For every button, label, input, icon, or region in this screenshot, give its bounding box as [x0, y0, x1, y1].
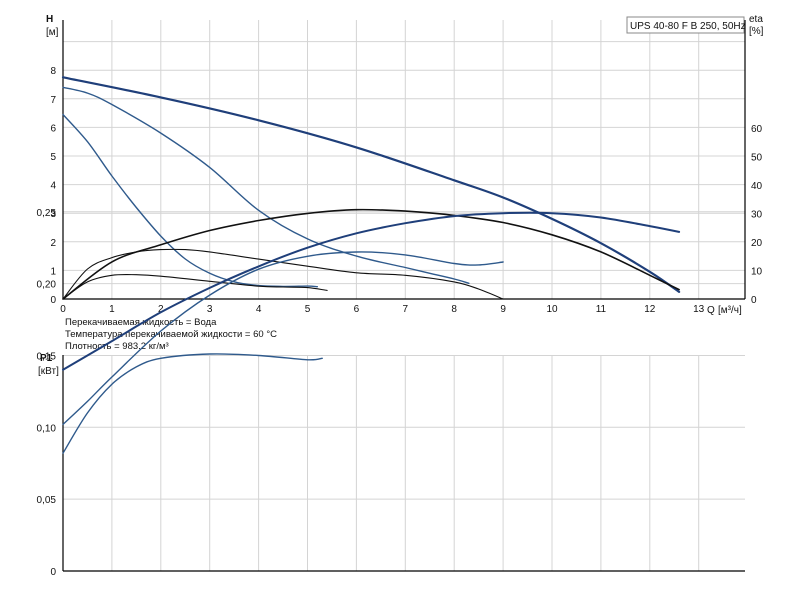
efficiency-curve-4 — [62, 248, 504, 300]
q-axis-unit: [м³/ч] — [718, 305, 742, 316]
x-tick-label: 4 — [256, 304, 262, 315]
x-tick-label: 8 — [451, 304, 457, 315]
x-tick-label: 9 — [500, 304, 506, 315]
p1-axis-label: P1 — [40, 353, 53, 364]
p1-tick-label: 0 — [50, 567, 56, 578]
x-tick-label: 0 — [60, 304, 66, 315]
eta-axis-label: eta — [749, 14, 763, 25]
eta-tick-label: 20 — [751, 238, 763, 249]
p1-tick-label: 0,25 — [37, 208, 57, 219]
bottom-chart-ticks: 0 0,05 0,10 0,15 0,20 0,25 — [37, 208, 57, 578]
chart-title-box — [626, 16, 745, 34]
note-liquid: Перекачиваемая жидкость = Вода — [65, 317, 217, 328]
h-tick-label: 2 — [50, 238, 56, 249]
top-chart-grid — [63, 20, 745, 299]
head-curve-1 — [62, 86, 470, 284]
x-tick-label: 5 — [305, 304, 311, 315]
p1-axis-unit: [кВт] — [38, 366, 59, 377]
x-tick-label: 12 — [644, 304, 656, 315]
x-tick-label: 13 — [693, 304, 705, 315]
eta-tick-label: 60 — [751, 124, 763, 135]
x-tick-label: 2 — [158, 304, 164, 315]
h-tick-label: 8 — [50, 66, 56, 77]
h-tick-label: 4 — [50, 181, 56, 192]
x-tick-label: 10 — [546, 304, 558, 315]
h-tick-label: 1 — [50, 266, 56, 277]
h-tick-label: 0 — [50, 295, 56, 306]
head-curve-0 — [61, 76, 681, 293]
note-temperature: Температура перекачиваемой жидкости = 60… — [65, 329, 277, 340]
power-curve-1 — [62, 251, 504, 426]
bottom-chart-grid — [63, 211, 745, 571]
eta-axis-unit: [%] — [749, 26, 764, 37]
x-tick-label: 11 — [596, 304, 607, 315]
eta-tick-label: 40 — [751, 181, 763, 192]
bottom-chart-curves — [62, 211, 681, 454]
h-tick-label: 3 — [50, 209, 56, 220]
h-axis-label: H — [46, 14, 53, 25]
eta-tick-label: 50 — [751, 152, 763, 163]
x-tick-label: 7 — [403, 304, 409, 315]
eta-tick-label: 30 — [751, 209, 763, 220]
p1-tick-label: 0,10 — [37, 423, 57, 434]
note-density: Плотность = 983.2 кг/м³ — [65, 341, 169, 352]
head-curve-2 — [62, 113, 318, 288]
x-tick-label: 1 — [109, 304, 115, 315]
h-tick-label: 7 — [50, 95, 56, 106]
h-tick-label: 6 — [50, 123, 56, 134]
efficiency-curve-5 — [62, 273, 328, 300]
power-curve-2 — [62, 353, 323, 454]
eta-tick-label: 10 — [751, 266, 763, 277]
x-tick-label: 3 — [207, 304, 213, 315]
efficiency-curve-3 — [62, 208, 680, 300]
top-chart-curves — [61, 76, 681, 300]
h-axis-unit: [м] — [46, 27, 59, 38]
eta-tick-label: 0 — [751, 295, 757, 306]
h-tick-label: 5 — [50, 152, 56, 163]
chart-title: UPS 40-80 F B 250, 50Hz — [630, 21, 746, 32]
power-curve-0 — [62, 211, 681, 371]
p1-tick-label: 0,15 — [37, 351, 57, 362]
p1-tick-label: 0,05 — [37, 495, 57, 506]
x-tick-label: 6 — [354, 304, 360, 315]
q-axis-label: Q — [707, 305, 715, 316]
p1-tick-label: 0,20 — [37, 280, 57, 291]
